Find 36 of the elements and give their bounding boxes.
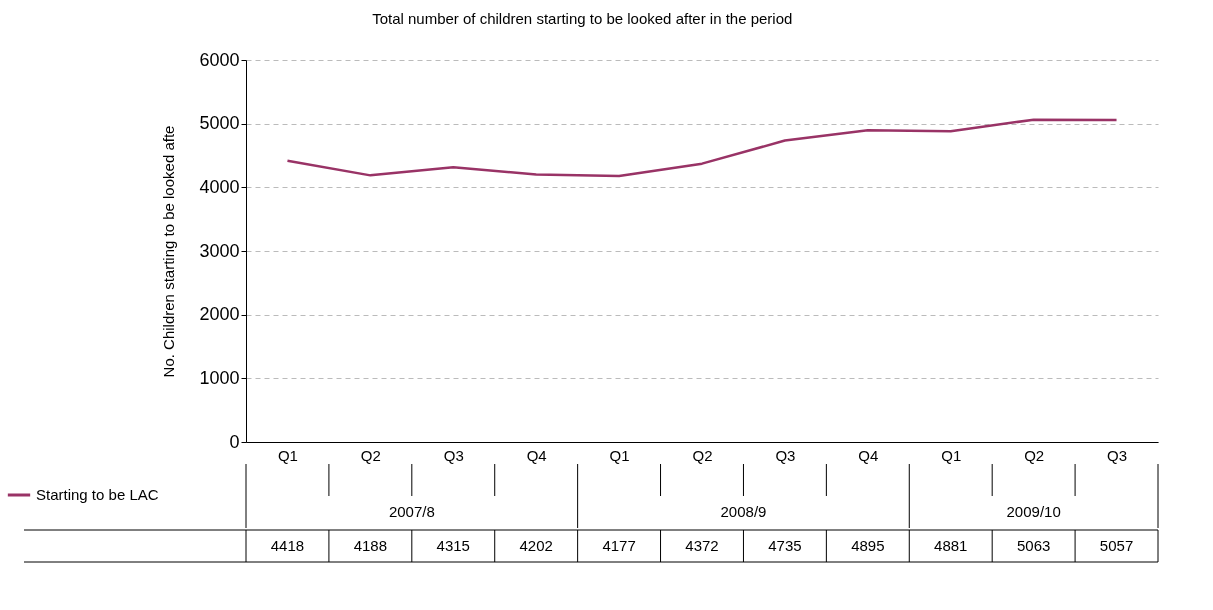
y-axis-title: No. Children starting to be looked afte <box>160 125 178 378</box>
x-tick-label: Q1 <box>609 446 630 464</box>
x-tick-label: Q1 <box>941 446 962 464</box>
text: 2009/10 <box>1006 503 1061 520</box>
y-tick-label: 5000 <box>199 113 240 134</box>
data-label: 4188 <box>353 537 388 554</box>
x-tick-label: Q3 <box>775 446 796 464</box>
x-tick-label: Q3 <box>1107 446 1128 464</box>
legend-label: Starting to be LAC <box>36 486 159 503</box>
y-tick-label: 3000 <box>199 240 240 261</box>
x-tick-label: Q2 <box>1024 446 1045 464</box>
y-tick-label: 2000 <box>199 304 240 325</box>
y-tick-label: 0 <box>229 431 240 452</box>
chart-title: Total number of children starting to be looked after in the period <box>372 10 793 27</box>
x-tick-label: Q1 <box>277 446 298 464</box>
data-label: 4177 <box>602 537 636 554</box>
data-label: 5063 <box>1016 537 1051 554</box>
data-label: 4372 <box>685 537 719 554</box>
data-label: 4895 <box>851 537 885 554</box>
y-tick-label: 4000 <box>199 176 240 197</box>
x-tick-label: Q3 <box>443 446 464 464</box>
data-label: 4315 <box>436 537 470 554</box>
y-tick-label: 1000 <box>199 367 240 388</box>
x-tick-label: Q2 <box>360 446 381 464</box>
x-tick-label: Q4 <box>526 446 547 464</box>
text: 2007/8 <box>388 503 435 520</box>
x-tick-label: Q2 <box>692 446 713 464</box>
data-label: 4881 <box>934 537 968 554</box>
x-tick-label: Q4 <box>858 446 879 464</box>
line-series <box>286 118 1118 178</box>
data-label: 4418 <box>270 537 305 554</box>
text: 2008/9 <box>720 503 767 520</box>
data-label: 4735 <box>768 537 802 554</box>
data-label: 5057 <box>1099 537 1134 554</box>
y-tick-label: 6000 <box>199 49 240 70</box>
data-label: 4202 <box>519 537 553 554</box>
